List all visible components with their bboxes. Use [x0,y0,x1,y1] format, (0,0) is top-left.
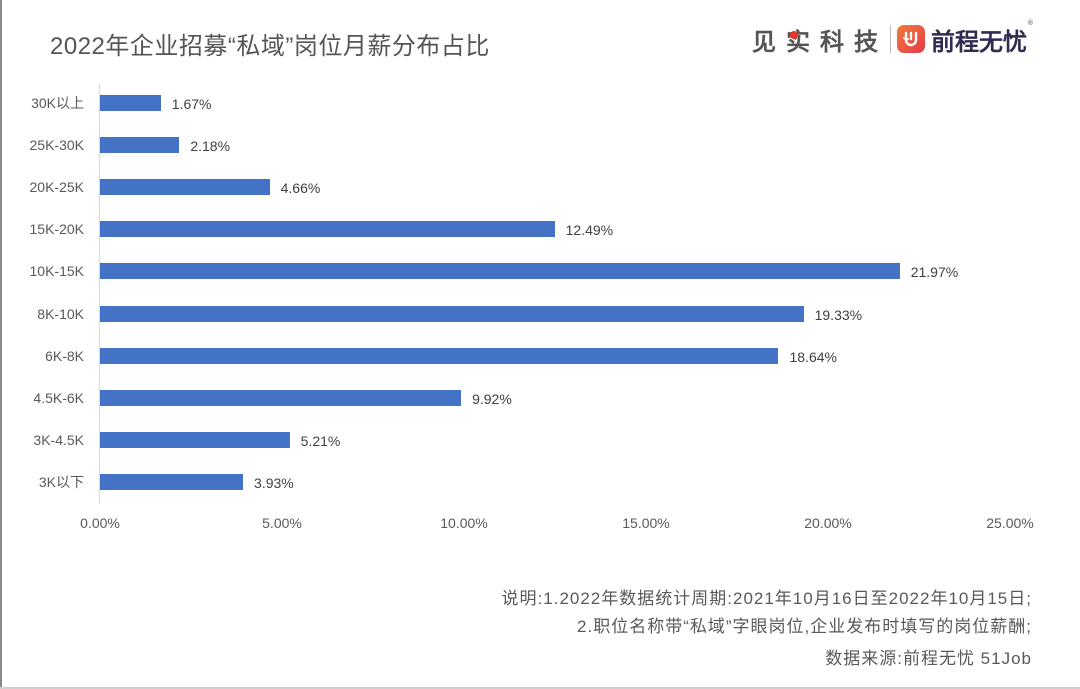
jianshi-logo: 见实科技 [752,22,888,57]
category-label: 4.5K-6K [33,389,84,406]
jianshi-logo-text: 见实科技 [752,28,888,56]
category-label: 8K-10K [37,305,84,322]
category-label: 30K以上 [31,95,84,111]
bar [100,431,290,448]
bar-row: 20K-25K 4.66% [0,177,1080,197]
bar-row: 10K-15K 21.97% [0,261,1080,281]
value-label: 12.49% [565,222,614,239]
51job-hand-icon [897,25,925,53]
bar-row: 3K-4.5K 5.21% [0,430,1080,450]
bar [100,95,161,111]
chart-title: 2022年企业招募“私域”岗位月薪分布占比 [50,33,490,60]
bar [100,179,270,196]
category-label: 15K-20K [29,221,84,238]
x-tick-label: 0.00% [80,515,120,531]
bar-row: 4.5K-6K 9.92% [0,388,1080,408]
value-label: 2.18% [190,138,231,155]
bar [100,473,244,490]
bar-row: 8K-10K 19.33% [0,304,1080,324]
x-tick-label: 20.00% [804,515,852,531]
category-label: 3K以下 [38,473,84,490]
bar-row: 30K以上 1.67% [0,93,1080,113]
value-label: 9.92% [472,390,512,407]
logo-divider [890,25,891,53]
bar-row: 6K-8K 18.64% [0,346,1080,366]
bar-row: 15K-20K 12.49% [0,219,1080,239]
value-label: 1.67% [171,96,212,112]
value-label: 18.64% [789,348,837,365]
value-label: 4.66% [280,180,321,197]
frame-bottom-border [0,687,1080,689]
bar [100,221,555,238]
jianshi-red-dot-icon [790,30,798,39]
registered-mark: ® [1027,19,1033,27]
note-line-1: 说明:1.2022年数据统计周期:2021年10月16日至2022年10月15日… [501,589,1032,608]
x-tick-label: 5.00% [262,515,302,531]
value-label: 5.21% [300,432,341,449]
bar [100,305,804,322]
value-label: 21.97% [910,264,959,281]
51job-logo-text: 前程无忧 ® [931,20,1033,57]
category-label: 10K-15K [29,263,84,280]
note-line-2: 2.职位名称带“私域”字眼岗位,企业发布时填写的岗位薪酬; [577,617,1032,636]
data-source: 数据来源:前程无忧 51Job [825,649,1032,668]
x-tick-label: 15.00% [622,515,670,531]
category-label: 20K-25K [29,179,84,196]
bar-row: 25K-30K 2.18% [0,135,1080,155]
value-label: 19.33% [814,306,863,323]
category-label: 25K-30K [29,137,84,154]
value-label: 3.93% [254,474,294,491]
bar [100,389,462,406]
bar [100,347,779,364]
category-label: 3K-4.5K [33,431,84,448]
x-tick-label: 25.00% [986,515,1034,531]
bar-row: 3K以下 3.93% [0,472,1080,492]
bar [100,137,180,154]
y-axis-line [99,84,100,504]
bar [100,263,900,280]
chart-notes: 说明:1.2022年数据统计周期:2021年10月16日至2022年10月15日… [502,585,1032,673]
frame-left-border [0,0,2,687]
category-label: 6K-8K [45,347,84,364]
brand-logos: 见实科技 前程无忧 ® [752,20,1033,57]
51job-logo-label: 前程无忧 [931,28,1027,56]
x-tick-label: 10.00% [440,515,488,531]
